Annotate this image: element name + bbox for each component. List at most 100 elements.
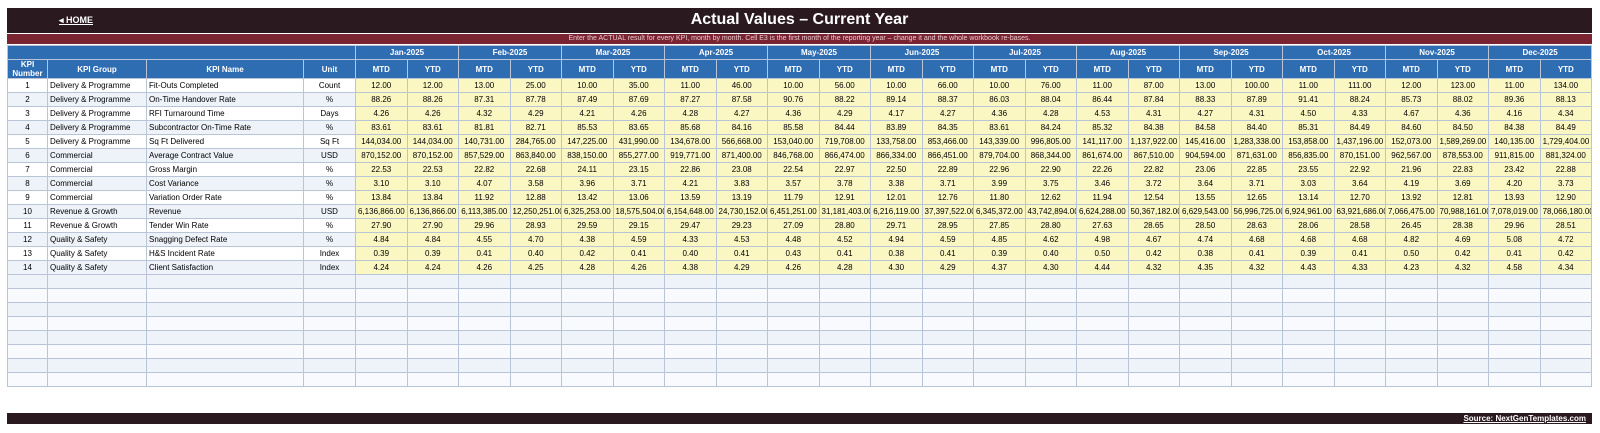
mtd-value-cell[interactable]: 29.71 <box>870 218 923 233</box>
mtd-value-cell[interactable]: 4.26 <box>355 106 408 121</box>
empty-cell[interactable] <box>1230 330 1284 345</box>
empty-cell[interactable] <box>1385 302 1438 317</box>
empty-cell[interactable] <box>1127 330 1181 345</box>
empty-cell[interactable] <box>458 316 511 331</box>
mtd-value-cell[interactable]: 4.94 <box>870 232 923 247</box>
empty-cell[interactable] <box>1024 330 1077 345</box>
empty-cell[interactable] <box>715 344 768 359</box>
mtd-value-cell[interactable]: 23.06 <box>1179 162 1232 177</box>
empty-cell[interactable] <box>870 274 923 289</box>
mtd-value-cell[interactable]: 4.38 <box>561 232 614 247</box>
mtd-value-cell[interactable]: 145,416.00 <box>1179 134 1232 149</box>
mtd-value-cell[interactable]: 147,225.00 <box>561 134 614 149</box>
mtd-value-cell[interactable]: 23.55 <box>1282 162 1335 177</box>
mtd-value-cell[interactable]: 0.41 <box>458 246 511 261</box>
empty-cell[interactable] <box>921 274 974 289</box>
empty-cell[interactable] <box>1179 344 1232 359</box>
empty-cell[interactable] <box>767 372 820 387</box>
empty-cell[interactable] <box>1024 344 1077 359</box>
empty-cell[interactable] <box>1539 274 1593 289</box>
empty-cell[interactable] <box>509 372 562 387</box>
empty-cell[interactable] <box>509 274 562 289</box>
empty-cell[interactable] <box>664 358 717 373</box>
empty-cell[interactable] <box>509 358 562 373</box>
empty-cell[interactable] <box>458 344 511 359</box>
mtd-value-cell[interactable]: 4.32 <box>458 106 511 121</box>
mtd-value-cell[interactable]: 4.44 <box>1076 260 1129 275</box>
mtd-value-cell[interactable]: 13.42 <box>561 190 614 205</box>
empty-cell[interactable] <box>715 274 768 289</box>
mtd-value-cell[interactable]: 4.48 <box>767 232 820 247</box>
empty-cell[interactable] <box>1127 358 1181 373</box>
empty-cell[interactable] <box>818 274 871 289</box>
mtd-value-cell[interactable]: 6,624,288.00 <box>1076 204 1129 219</box>
empty-cell[interactable] <box>1539 358 1593 373</box>
mtd-value-cell[interactable]: 87.31 <box>458 92 511 107</box>
mtd-value-cell[interactable]: 28.50 <box>1179 218 1232 233</box>
mtd-value-cell[interactable]: 11.94 <box>1076 190 1129 205</box>
empty-cell[interactable] <box>1436 330 1490 345</box>
empty-cell[interactable] <box>767 358 820 373</box>
empty-cell[interactable] <box>406 358 459 373</box>
mtd-value-cell[interactable]: 6,325,253.00 <box>561 204 614 219</box>
mtd-value-cell[interactable]: 3.10 <box>355 176 408 191</box>
mtd-value-cell[interactable]: 10.00 <box>870 78 923 93</box>
mtd-value-cell[interactable]: 140,135.00 <box>1488 134 1541 149</box>
mtd-value-cell[interactable]: 27.90 <box>355 218 408 233</box>
mtd-value-cell[interactable]: 11.00 <box>1282 78 1335 93</box>
empty-cell[interactable] <box>1179 288 1232 303</box>
empty-cell[interactable] <box>921 288 974 303</box>
mtd-value-cell[interactable]: 88.26 <box>355 92 408 107</box>
mtd-value-cell[interactable]: 0.39 <box>1282 246 1335 261</box>
empty-cell[interactable] <box>612 372 665 387</box>
empty-cell[interactable] <box>921 358 974 373</box>
empty-cell[interactable] <box>973 358 1026 373</box>
empty-cell[interactable] <box>1539 288 1593 303</box>
empty-cell[interactable] <box>973 344 1026 359</box>
mtd-value-cell[interactable]: 879,704.00 <box>973 148 1026 163</box>
mtd-value-cell[interactable]: 6,924,961.00 <box>1282 204 1335 219</box>
mtd-value-cell[interactable]: 152,073.00 <box>1385 134 1438 149</box>
mtd-value-cell[interactable]: 4.43 <box>1282 260 1335 275</box>
mtd-value-cell[interactable]: 6,345,372.00 <box>973 204 1026 219</box>
mtd-value-cell[interactable]: 6,216,119.00 <box>870 204 923 219</box>
mtd-value-cell[interactable]: 29.47 <box>664 218 717 233</box>
mtd-value-cell[interactable]: 4.17 <box>870 106 923 121</box>
empty-cell[interactable] <box>1179 274 1232 289</box>
empty-cell[interactable] <box>1076 330 1129 345</box>
mtd-value-cell[interactable]: 4.19 <box>1385 176 1438 191</box>
empty-cell[interactable] <box>406 288 459 303</box>
empty-cell[interactable] <box>1436 372 1490 387</box>
mtd-value-cell[interactable]: 4.33 <box>664 232 717 247</box>
empty-cell[interactable] <box>1333 372 1387 387</box>
empty-cell[interactable] <box>1385 288 1438 303</box>
empty-cell[interactable] <box>1539 302 1593 317</box>
mtd-value-cell[interactable]: 24.11 <box>561 162 614 177</box>
empty-cell[interactable] <box>406 316 459 331</box>
empty-cell[interactable] <box>767 288 820 303</box>
mtd-value-cell[interactable]: 13.59 <box>664 190 717 205</box>
empty-cell[interactable] <box>1076 302 1129 317</box>
empty-cell[interactable] <box>921 330 974 345</box>
mtd-value-cell[interactable]: 4.26 <box>767 260 820 275</box>
mtd-value-cell[interactable]: 4.58 <box>1488 260 1541 275</box>
mtd-value-cell[interactable]: 83.61 <box>355 120 408 135</box>
mtd-value-cell[interactable]: 11.92 <box>458 190 511 205</box>
empty-cell[interactable] <box>664 274 717 289</box>
empty-cell[interactable] <box>355 372 408 387</box>
mtd-value-cell[interactable]: 4.07 <box>458 176 511 191</box>
mtd-value-cell[interactable]: 4.23 <box>1385 260 1438 275</box>
empty-cell[interactable] <box>406 344 459 359</box>
mtd-value-cell[interactable]: 144,034.00 <box>355 134 408 149</box>
empty-cell[interactable] <box>612 344 665 359</box>
mtd-value-cell[interactable]: 0.40 <box>664 246 717 261</box>
empty-cell[interactable] <box>612 316 665 331</box>
mtd-value-cell[interactable]: 12.00 <box>1385 78 1438 93</box>
empty-cell[interactable] <box>612 358 665 373</box>
mtd-value-cell[interactable]: 4.50 <box>1282 106 1335 121</box>
empty-cell[interactable] <box>1539 372 1593 387</box>
mtd-value-cell[interactable]: 11.00 <box>1076 78 1129 93</box>
empty-cell[interactable] <box>767 274 820 289</box>
mtd-value-cell[interactable]: 143,339.00 <box>973 134 1026 149</box>
empty-cell[interactable] <box>458 302 511 317</box>
